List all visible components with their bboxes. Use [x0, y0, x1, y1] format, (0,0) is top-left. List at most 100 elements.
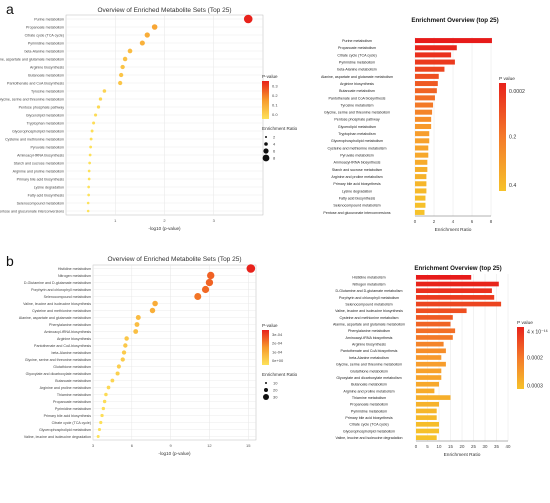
data-point — [106, 385, 111, 390]
bar — [415, 73, 439, 79]
bar-category-label: Glycerophospholipid metabolism — [343, 429, 395, 433]
color-legend-tick: 0.0 — [272, 112, 278, 117]
bar-category-label: Primary bile acid biosynthesis — [333, 182, 381, 186]
panel-a-dot-chart: Overview of Enriched Metabolite Sets (To… — [0, 7, 298, 231]
bar-category-label: Tryptophan metabolism — [338, 132, 375, 136]
category-label: Glycerophospholipid metabolism — [39, 428, 91, 432]
color-legend-tick: 0.0003 — [527, 384, 543, 390]
panel-letter-b: b — [6, 253, 14, 269]
data-point — [121, 350, 127, 355]
bar-category-label: Selenocompound metabolism — [333, 204, 380, 208]
data-point — [194, 293, 202, 300]
bar-category-label: Glutathione metabolism — [350, 369, 388, 373]
bar-category-label: Citrate cycle (TCA cycle) — [349, 423, 388, 427]
data-point — [104, 392, 108, 397]
bar-category-label: Nitrogen metabolism — [353, 282, 386, 286]
bar-category-label: Arginine and proline metabolism — [343, 389, 394, 393]
data-point — [135, 315, 141, 320]
data-point — [151, 24, 158, 30]
data-point — [87, 193, 90, 197]
bar — [416, 368, 442, 374]
bar — [416, 401, 439, 407]
bar-category-label: D-Glutamine and D-glutamate metabolism — [335, 289, 402, 293]
bar-category-label: Pyruvate metabolism — [340, 154, 374, 158]
data-point — [207, 271, 215, 280]
category-label: Fatty acid biosynthesis — [28, 193, 65, 197]
category-label: Valine, leucine and isoleucine biosynthe… — [23, 302, 91, 306]
bar — [415, 116, 432, 122]
category-label: beta-Alanine metabolism — [51, 351, 91, 355]
bar-category-label: Thiamine metabolism — [352, 396, 386, 400]
bar — [415, 59, 455, 65]
bar-category-label: Glyoxylate and dicarboxylate metabolism — [336, 376, 401, 380]
bar-category-label: Primary bile acid biosynthesis — [345, 416, 393, 420]
bar — [415, 159, 428, 165]
bar — [416, 361, 446, 367]
category-label: Valine, leucine and isoleucine degradati… — [24, 435, 91, 439]
data-point — [88, 153, 92, 157]
category-label: Porphyrin and chlorophyll metabolism — [31, 288, 91, 292]
category-label: Selenocompound metabolism — [17, 201, 64, 205]
data-point — [246, 264, 256, 273]
x-tick-label: 35 — [494, 444, 499, 449]
color-legend-tick: 0.3 — [272, 83, 278, 88]
data-point — [205, 278, 214, 287]
category-label: Primary bile acid biosynthesis — [44, 414, 92, 418]
bar — [416, 355, 442, 360]
category-label: Pyrimidine metabolism — [55, 407, 91, 411]
bar-category-label: Pentose and glucuronate interconversions — [323, 211, 390, 215]
bar — [415, 66, 445, 72]
bar-category-label: Butanoate metabolism — [351, 383, 387, 387]
category-label: Glyoxylate and dicarboxylate metabolism — [26, 372, 91, 376]
x-tick-label: 2 — [433, 219, 436, 224]
bar-category-label: Alanine, aspartate and glutamate metabol… — [321, 75, 393, 79]
bar — [415, 166, 428, 172]
bar — [416, 415, 437, 420]
x-axis-label: -log10 (p-value) — [148, 226, 181, 231]
data-point — [89, 145, 93, 149]
color-legend-tick: 1e-04 — [272, 349, 283, 354]
bar-category-label: Fatty acid biosynthesis — [339, 197, 376, 201]
bar — [416, 288, 492, 294]
category-label: Aminoacyl-tRNA biosynthesis — [17, 153, 64, 157]
bar — [415, 145, 429, 151]
chart-title: Overview of Enriched Metabolite Sets (To… — [107, 256, 241, 263]
category-label: Arginine and proline metabolism — [40, 386, 91, 390]
data-point — [87, 177, 91, 181]
data-point — [118, 80, 123, 86]
data-point — [86, 209, 90, 213]
category-label: Glycine, serine and threonine metabolism — [25, 358, 91, 362]
color-legend-tick: 0.1 — [272, 102, 278, 107]
bar — [415, 102, 434, 108]
bar — [415, 52, 452, 58]
data-point — [110, 378, 115, 383]
size-legend-dot — [264, 388, 268, 392]
bar — [415, 123, 432, 130]
bar — [415, 131, 430, 137]
data-point — [152, 300, 158, 307]
color-legend-bar — [262, 330, 269, 365]
color-legend-bar — [499, 83, 506, 191]
color-legend-bar — [262, 81, 269, 119]
data-point — [92, 121, 96, 125]
bar — [416, 295, 495, 300]
data-point — [120, 357, 125, 362]
data-point — [86, 201, 90, 205]
x-tick-label: 3 — [213, 218, 216, 223]
color-legend-tick: 0.0002 — [527, 356, 543, 362]
data-point — [144, 32, 150, 38]
size-legend-dot — [262, 154, 270, 162]
size-legend-label: 10 — [273, 381, 278, 386]
bar-category-label: Aminoacyl-tRNA biosynthesis — [346, 336, 393, 340]
color-legend-tick: 2e-04 — [272, 341, 283, 346]
bar — [415, 181, 427, 187]
category-label: Pyruvate metabolism — [30, 145, 64, 149]
category-label: Citrate cycle (TCA cycle) — [25, 33, 64, 37]
bar — [415, 209, 425, 215]
category-label: Nitrogen metabolism — [58, 274, 91, 278]
x-tick-label: 4 — [452, 219, 455, 224]
size-legend-title: Enrichment Ratio — [262, 372, 298, 377]
data-point — [98, 97, 103, 101]
category-label: Primary bile acid biosynthesis — [17, 177, 65, 181]
data-point — [123, 343, 128, 348]
